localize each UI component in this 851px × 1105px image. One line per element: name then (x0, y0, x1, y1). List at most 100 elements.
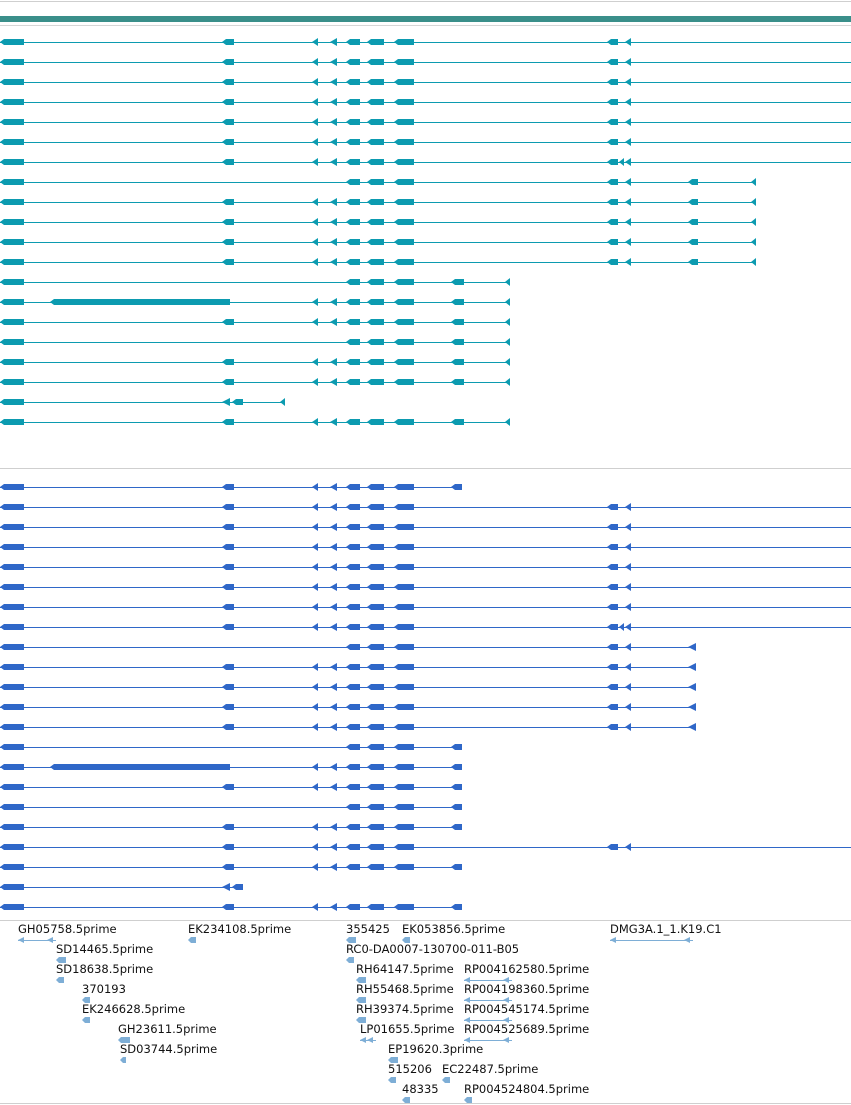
est-exon (82, 1017, 90, 1023)
transcript[interactable] (0, 563, 851, 571)
transcript[interactable] (0, 823, 462, 831)
est-feature[interactable]: GH05758.5prime (18, 922, 117, 943)
transcript[interactable] (0, 58, 851, 66)
exon-arrow (312, 238, 318, 246)
est-feature[interactable]: RP004198360.5prime (464, 982, 589, 1003)
transcript[interactable] (0, 338, 510, 346)
est-feature[interactable]: RH55468.5prime (356, 982, 454, 1003)
exon-arrow (312, 723, 318, 731)
exon (451, 359, 464, 365)
est-exon (442, 1077, 450, 1083)
exon (232, 399, 243, 405)
est-feature[interactable]: EK234108.5prime (188, 922, 291, 943)
exon (0, 279, 24, 285)
transcript[interactable] (0, 78, 851, 86)
est-feature[interactable]: RP004525689.5prime (464, 1022, 589, 1043)
est-arrow (464, 1037, 470, 1043)
transcript[interactable] (0, 783, 462, 791)
exon (222, 319, 234, 325)
transcript[interactable] (0, 178, 756, 186)
est-feature[interactable]: DMG3A.1_1.K19.C1 (610, 922, 722, 943)
est-feature[interactable]: 355425 (346, 922, 390, 943)
transcript[interactable] (0, 723, 696, 731)
transcript[interactable] (0, 278, 510, 286)
transcript[interactable] (0, 623, 851, 631)
exon-arrow (330, 503, 337, 511)
track-header-bar (0, 16, 851, 22)
transcript[interactable] (0, 98, 851, 106)
exon (346, 59, 360, 65)
est-arrow (503, 997, 509, 1003)
transcript[interactable] (0, 663, 696, 671)
transcript[interactable] (0, 703, 696, 711)
transcript[interactable] (0, 763, 462, 771)
exon (0, 564, 24, 570)
transcript[interactable] (0, 258, 756, 266)
transcript[interactable] (0, 358, 510, 366)
transcript[interactable] (0, 398, 285, 406)
transcript[interactable] (0, 843, 851, 851)
exon (607, 684, 618, 690)
est-feature[interactable]: GH23611.5prime (118, 1022, 217, 1043)
est-feature[interactable]: RH64147.5prime (356, 962, 454, 983)
exon-arrow (312, 823, 318, 831)
transcript[interactable] (0, 804, 462, 810)
est-exon (82, 997, 90, 1003)
exon (607, 59, 618, 65)
est-feature[interactable]: 370193 (82, 982, 126, 1003)
exon-arrow (312, 903, 318, 911)
transcript[interactable] (0, 583, 851, 591)
est-feature[interactable]: LP01655.5prime (360, 1022, 454, 1043)
est-feature[interactable]: EP19620.3prime (388, 1042, 483, 1063)
transcript[interactable] (0, 543, 851, 551)
est-feature[interactable]: SD14465.5prime (56, 942, 153, 963)
transcript[interactable] (0, 218, 756, 226)
est-feature[interactable]: EK246628.5prime (82, 1002, 185, 1023)
est-feature[interactable]: RH39374.5prime (356, 1002, 454, 1023)
exon (0, 299, 24, 305)
est-feature[interactable]: RC0-DA0007-130700-011-B05 (346, 942, 519, 963)
transcript[interactable] (0, 883, 243, 891)
est-feature[interactable]: RP004524804.5prime (464, 1082, 589, 1103)
transcript[interactable] (0, 643, 696, 651)
est-feature[interactable]: SD03744.5prime (120, 1042, 217, 1063)
est-feature[interactable]: EK053856.5prime (402, 922, 505, 943)
est-feature[interactable]: 515206 (388, 1062, 432, 1083)
exon (0, 379, 24, 385)
exon (346, 359, 360, 365)
transcript[interactable] (0, 318, 510, 326)
transcript[interactable] (0, 298, 510, 306)
est-feature[interactable]: EC22487.5prime (442, 1062, 538, 1083)
est-feature[interactable]: 48335 (402, 1082, 439, 1103)
transcript[interactable] (0, 38, 851, 46)
transcript[interactable] (0, 198, 756, 206)
est-arrow (610, 937, 616, 943)
transcript[interactable] (0, 483, 462, 491)
exon-arrow (312, 523, 318, 531)
transcript[interactable] (0, 118, 851, 126)
transcript[interactable] (0, 503, 851, 511)
exon (367, 744, 384, 750)
est-feature[interactable]: RP004162580.5prime (464, 962, 589, 983)
est-exon (120, 1057, 126, 1063)
transcript[interactable] (0, 158, 851, 166)
transcript[interactable] (0, 238, 756, 246)
exon-arrow (505, 338, 510, 346)
exon (222, 624, 234, 630)
transcript[interactable] (0, 378, 510, 386)
est-feature[interactable]: SD18638.5prime (56, 962, 153, 983)
exon (222, 864, 234, 870)
exon-arrow (312, 258, 318, 266)
transcript[interactable] (0, 683, 696, 691)
transcript[interactable] (0, 603, 851, 611)
est-feature[interactable]: RP004545174.5prime (464, 1002, 589, 1023)
transcript[interactable] (0, 418, 510, 426)
transcript[interactable] (0, 863, 462, 871)
transcript[interactable] (0, 523, 851, 531)
transcript[interactable] (0, 138, 851, 146)
exon-arrow (330, 483, 337, 491)
transcript[interactable] (0, 903, 462, 911)
exon (367, 279, 384, 285)
transcript[interactable] (0, 744, 462, 750)
exon (367, 179, 384, 185)
